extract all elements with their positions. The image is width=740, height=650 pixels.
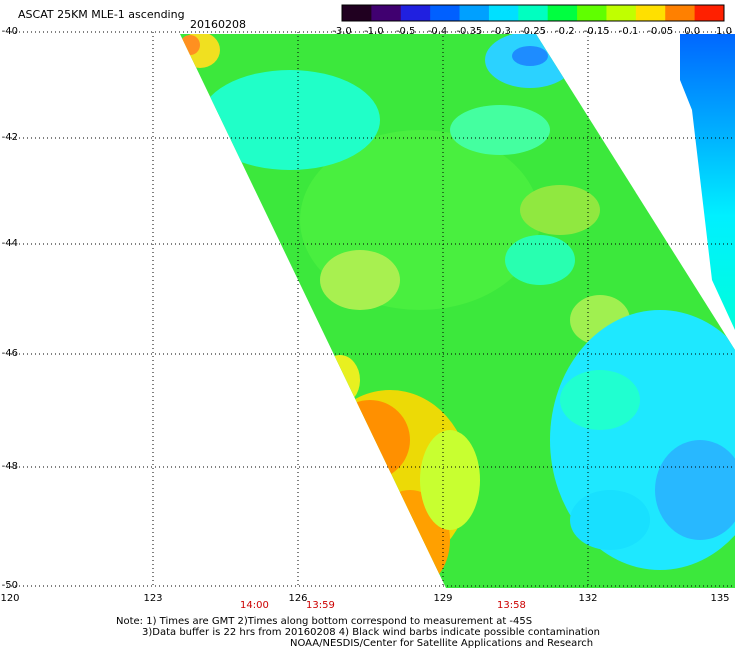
lat-label: -50 <box>1 580 18 591</box>
colorbar-tick-label: -0.2 <box>555 26 575 37</box>
colorbar <box>341 4 725 22</box>
time-label: 14:00 <box>240 600 269 611</box>
colorbar-swatch <box>400 5 431 21</box>
colorbar-swatch <box>430 5 461 21</box>
note-line-2: 3)Data buffer is 22 hrs from 20160208 4)… <box>142 627 600 638</box>
note-line-3: NOAA/NESDIS/Center for Satellite Applica… <box>290 638 594 649</box>
lat-label: -42 <box>1 132 18 143</box>
lat-label: -48 <box>1 461 18 472</box>
colorbar-tick-label: -0.35 <box>456 26 483 37</box>
colorbar-swatch <box>459 5 490 21</box>
swath-data <box>180 34 735 588</box>
colorbar-swatch <box>342 5 372 21</box>
colorbar-frame <box>341 4 725 22</box>
colorbar-swatch <box>694 5 725 21</box>
colorbar-swatch <box>577 5 607 21</box>
lon-label: 129 <box>433 593 453 604</box>
note-line-1: Note: 1) Times are GMT 2)Times along bot… <box>116 616 533 627</box>
colorbar-tick-label: -0.1 <box>618 26 639 37</box>
colorbar-tick-label: -3.0 <box>332 26 352 37</box>
colorbar-swatch <box>547 5 578 21</box>
colorbar-tick-label: -0.3 <box>491 26 511 37</box>
colorbar-swatch <box>606 5 637 21</box>
colorbar-tick-label: -0.15 <box>583 26 610 37</box>
colorbar-tick-label: -0.05 <box>647 26 674 37</box>
lon-label: 132 <box>578 593 598 604</box>
lon-label: 135 <box>710 593 730 604</box>
colorbar-tick-label: -1.0 <box>364 26 384 37</box>
colorbar-swatch <box>665 5 696 21</box>
lat-label: -46 <box>1 348 18 359</box>
time-label: 13:59 <box>306 600 335 611</box>
colorbar-swatch <box>371 5 402 21</box>
chart-title: ASCAT 25KM MLE-1 ascending <box>18 8 185 21</box>
time-label: 13:58 <box>497 600 526 611</box>
lat-label: -40 <box>1 26 18 37</box>
colorbar-tick-label: 1.0 <box>716 26 732 37</box>
grid-lines <box>7 31 735 587</box>
chart-date: 20160208 <box>190 18 246 31</box>
lon-label: 120 <box>0 593 20 604</box>
colorbar-tick-label: -0.4 <box>427 26 448 37</box>
lon-label: 126 <box>288 593 308 604</box>
lon-label: 123 <box>143 593 163 604</box>
colorbar-tick-label: -0.5 <box>395 26 416 37</box>
colorbar-swatch <box>488 5 519 21</box>
lat-label: -44 <box>1 238 18 249</box>
colorbar-swatch <box>635 5 666 21</box>
colorbar-swatch <box>518 5 549 21</box>
colorbar-tick-label: -0.25 <box>520 26 546 37</box>
colorbar-tick-label: 0.0 <box>684 26 701 37</box>
